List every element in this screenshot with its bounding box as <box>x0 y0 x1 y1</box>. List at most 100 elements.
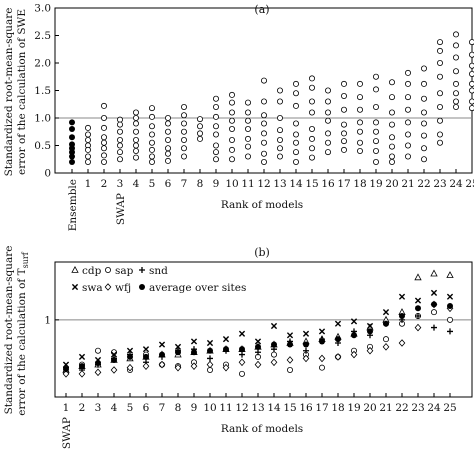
data-point-swa <box>206 339 214 347</box>
data-point-a-open-circle <box>436 90 443 97</box>
data-point-swa <box>302 330 310 337</box>
data-point-average-over-sites <box>287 341 293 348</box>
data-point-wfj <box>366 346 374 355</box>
data-point-a-open-circle <box>324 149 331 156</box>
x-tick-label-b: 9 <box>191 402 198 414</box>
data-point-a-open-circle <box>196 123 203 130</box>
x-tick-label-b: 6 <box>143 402 150 414</box>
data-point-a-open-circle <box>372 158 379 165</box>
data-point-sap <box>382 336 389 343</box>
legend-marker-sap <box>105 266 112 273</box>
data-point-wfj <box>254 360 262 369</box>
data-point-a-open-circle <box>244 153 251 160</box>
data-point-a-open-circle <box>324 139 331 146</box>
data-point-a-open-circle <box>340 106 347 113</box>
data-point-a-open-circle <box>164 157 171 164</box>
data-point-a-open-circle <box>372 138 379 145</box>
data-point-a-open-circle <box>244 135 251 142</box>
data-point-a-open-circle <box>101 158 108 165</box>
data-point-average-over-sites <box>399 313 405 319</box>
data-point-cdp <box>430 269 438 277</box>
data-point-a-open-circle <box>452 42 459 49</box>
data-point-a-open-circle <box>452 54 459 61</box>
data-point-a-open-circle <box>469 105 474 112</box>
data-point-a-open-circle <box>388 134 395 141</box>
data-point-a-open-circle <box>101 124 108 131</box>
data-point-a-open-circle <box>404 119 411 126</box>
data-point-snd <box>239 351 245 358</box>
plot-area-a <box>54 7 473 174</box>
data-point-a-open-circle <box>244 99 251 106</box>
x-tick-label-a: Ensemble <box>67 179 79 231</box>
data-point-a-filled-circle <box>69 153 75 160</box>
data-point-a-open-circle <box>164 136 171 143</box>
x-tick-label-a: 19 <box>369 178 382 190</box>
data-point-a-open-circle <box>260 130 267 137</box>
x-tick-label-b: 7 <box>159 402 166 414</box>
data-point-average-over-sites <box>319 338 325 345</box>
data-point-average-over-sites <box>127 353 133 360</box>
x-tick-label-a: 10 <box>225 178 238 190</box>
x-ticks-b: 1 2 3 4 5 6 7 8 9 10 11 12 13 14 15 16 17 18 19 20 21 22 23 24 2… <box>61 393 457 449</box>
x-axis-label-b: Rank of models <box>221 423 303 435</box>
data-point-a-open-circle <box>276 136 283 143</box>
data-point-swa <box>110 351 118 358</box>
data-point-a-open-circle <box>356 94 363 101</box>
data-point-average-over-sites <box>383 320 389 327</box>
data-point-a-open-circle <box>276 115 283 122</box>
data-point-a-open-circle <box>260 158 267 165</box>
data-point-average-over-sites <box>95 360 101 367</box>
data-point-a-open-circle <box>260 120 267 127</box>
data-point-a-open-circle <box>388 143 395 150</box>
data-point-a-open-circle <box>308 145 315 152</box>
x-tick-label-a: 3 <box>117 178 124 190</box>
data-point-a-open-circle <box>85 124 92 131</box>
x-tick-label-a: 16 <box>321 178 335 190</box>
data-point-a-open-circle <box>292 120 299 127</box>
x-ticks-a: Ensemble 1 2 3 4 5 6 7 8 9 10 11 12 13 14 15 16 17 18 19 20 2… <box>67 169 474 231</box>
legend-label-snd: snd <box>149 265 168 277</box>
data-point-sap <box>286 366 293 373</box>
data-point-a-open-circle <box>244 109 251 116</box>
data-point-a-open-circle <box>292 131 299 138</box>
data-point-a-open-circle <box>132 142 139 149</box>
data-point-a-open-circle <box>340 93 347 100</box>
data-point-a-open-circle <box>420 109 427 116</box>
data-point-snd <box>431 324 437 331</box>
data-point-a-open-circle <box>420 132 427 139</box>
legend-label-average-over-sites: average over sites <box>149 282 246 294</box>
x-tick-label-b: 3 <box>95 402 102 414</box>
data-point-average-over-sites <box>191 349 197 356</box>
data-point-a-open-circle <box>324 98 331 105</box>
data-point-a-open-circle <box>469 71 474 77</box>
data-point-a-open-circle <box>117 121 124 128</box>
x-tick-label-b: 24 <box>427 402 441 414</box>
y-tick-label-a: 3.0 <box>34 3 51 15</box>
data-point-a-open-circle <box>436 104 443 111</box>
x-tick-label-b: 13 <box>251 402 264 414</box>
x-tick-sublabel-a: SWAP <box>115 193 127 225</box>
data-point-a-open-circle <box>228 136 235 143</box>
data-point-a-open-circle <box>148 153 155 160</box>
data-point-a-open-circle <box>292 80 299 87</box>
data-point-wfj <box>62 370 70 378</box>
x-tick-label-b: 19 <box>347 402 360 414</box>
data-point-swa <box>126 347 134 354</box>
data-point-swa <box>430 289 438 296</box>
data-point-a-open-circle <box>212 149 219 156</box>
data-point-swa <box>62 361 70 368</box>
data-point-a-open-circle <box>228 146 235 153</box>
data-point-a-open-circle <box>228 109 235 116</box>
x-tick-label-b: 18 <box>331 402 344 414</box>
data-point-average-over-sites <box>367 328 373 335</box>
data-point-a-open-circle <box>308 135 315 142</box>
x-tick-label-b: 20 <box>363 402 376 414</box>
data-point-a-open-circle <box>164 145 171 152</box>
legend-marker-swa <box>71 283 79 291</box>
data-point-wfj <box>222 363 230 372</box>
data-point-a-open-circle <box>85 146 92 153</box>
data-point-a-open-circle <box>388 121 395 128</box>
data-point-a-open-circle <box>404 94 411 101</box>
data-point-cdp <box>446 271 454 278</box>
data-point-a-filled-circle <box>69 134 75 141</box>
